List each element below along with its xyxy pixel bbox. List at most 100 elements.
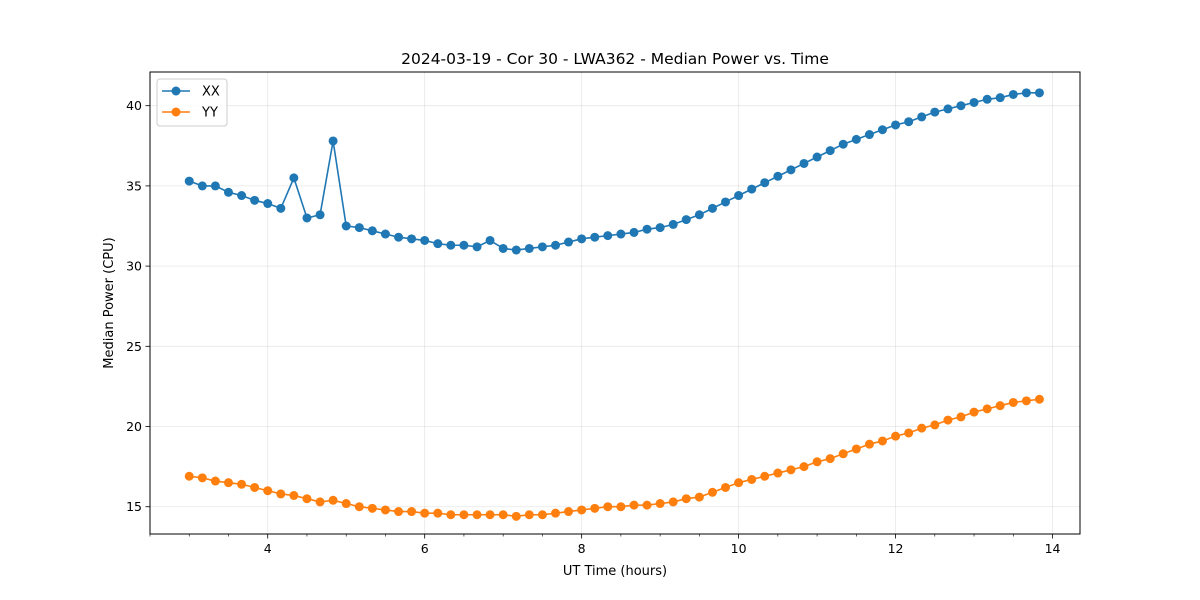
data-point-xx bbox=[197, 181, 207, 191]
data-point-yy bbox=[642, 500, 652, 510]
data-point-yy bbox=[982, 404, 992, 414]
data-point-xx bbox=[472, 242, 482, 252]
data-point-xx bbox=[694, 210, 704, 220]
x-axis-ticks: 4 6 8 10 12 14 bbox=[149, 534, 1061, 556]
data-point-xx bbox=[734, 191, 744, 201]
data-point-xx bbox=[590, 232, 600, 242]
data-point-yy bbox=[485, 510, 495, 520]
data-point-xx bbox=[616, 229, 626, 239]
data-point-xx bbox=[982, 94, 992, 104]
legend: XX YY bbox=[156, 78, 228, 127]
data-point-xx bbox=[485, 235, 495, 245]
data-point-yy bbox=[655, 499, 665, 509]
data-point-xx bbox=[250, 195, 260, 205]
data-point-yy bbox=[315, 497, 325, 507]
data-point-xx bbox=[668, 219, 678, 229]
y-axis-ticks: 15 20 25 30 35 40 bbox=[126, 98, 150, 514]
data-point-yy bbox=[511, 511, 521, 521]
data-point-xx bbox=[747, 184, 757, 194]
data-point-yy bbox=[904, 428, 914, 438]
data-point-xx bbox=[564, 237, 574, 247]
data-point-yy bbox=[263, 486, 273, 496]
y-tick-label: 20 bbox=[126, 419, 142, 434]
data-point-xx bbox=[838, 139, 848, 149]
data-point-yy bbox=[537, 510, 547, 520]
legend-label-xx: XX bbox=[202, 85, 220, 100]
data-point-yy bbox=[367, 503, 377, 513]
data-point-yy bbox=[943, 415, 953, 425]
data-point-xx bbox=[681, 215, 691, 225]
series-layer bbox=[184, 88, 1044, 521]
data-point-yy bbox=[184, 471, 194, 481]
data-point-yy bbox=[799, 462, 809, 472]
data-point-xx bbox=[655, 223, 665, 233]
x-axis-label: UT Time (hours) bbox=[563, 564, 667, 579]
x-tick-label: 12 bbox=[888, 541, 904, 556]
data-point-yy bbox=[681, 494, 691, 504]
data-point-xx bbox=[433, 239, 443, 249]
data-point-yy bbox=[472, 510, 482, 520]
data-point-xx bbox=[223, 187, 233, 197]
data-point-xx bbox=[825, 146, 835, 156]
x-tick-label: 14 bbox=[1045, 541, 1061, 556]
data-point-xx bbox=[289, 173, 299, 183]
data-point-xx bbox=[642, 224, 652, 234]
data-point-xx bbox=[315, 210, 325, 220]
data-point-xx bbox=[394, 232, 404, 242]
data-point-xx bbox=[603, 231, 613, 241]
data-point-xx bbox=[760, 178, 770, 188]
data-point-yy bbox=[524, 510, 534, 520]
data-point-xx bbox=[877, 125, 887, 135]
data-point-xx bbox=[380, 229, 390, 239]
chart-title: 2024-03-19 - Cor 30 - LWA362 - Median Po… bbox=[401, 50, 829, 68]
data-point-yy bbox=[838, 449, 848, 459]
data-point-xx bbox=[969, 97, 979, 107]
data-point-xx bbox=[1021, 88, 1031, 98]
data-point-yy bbox=[210, 476, 220, 486]
data-point-yy bbox=[734, 478, 744, 488]
data-point-yy bbox=[446, 510, 456, 520]
data-point-yy bbox=[864, 439, 874, 449]
data-point-xx bbox=[1008, 89, 1018, 99]
data-point-xx bbox=[904, 117, 914, 127]
x-tick-label: 4 bbox=[264, 541, 272, 556]
data-point-xx bbox=[943, 104, 953, 114]
y-tick-label: 35 bbox=[126, 178, 142, 193]
data-point-xx bbox=[511, 245, 521, 255]
legend-label-yy: YY bbox=[201, 106, 218, 121]
data-point-yy bbox=[276, 489, 286, 499]
data-point-xx bbox=[537, 242, 547, 252]
data-point-yy bbox=[551, 508, 561, 518]
data-point-yy bbox=[773, 468, 783, 478]
data-point-yy bbox=[302, 494, 312, 504]
data-point-yy bbox=[289, 491, 299, 500]
data-point-yy bbox=[917, 423, 927, 433]
data-point-yy bbox=[250, 482, 260, 492]
x-tick-label: 6 bbox=[421, 541, 429, 556]
data-point-yy bbox=[1034, 394, 1044, 404]
data-point-yy bbox=[877, 436, 887, 446]
grid bbox=[150, 72, 1080, 534]
data-point-yy bbox=[956, 412, 966, 422]
data-point-yy bbox=[223, 478, 233, 488]
data-point-yy bbox=[577, 505, 587, 515]
data-point-yy bbox=[498, 510, 508, 520]
data-point-yy bbox=[995, 401, 1005, 411]
data-point-yy bbox=[407, 507, 417, 517]
y-tick-label: 30 bbox=[126, 259, 142, 274]
data-point-yy bbox=[629, 500, 639, 510]
data-point-xx bbox=[773, 171, 783, 181]
data-point-yy bbox=[603, 502, 613, 512]
data-point-xx bbox=[210, 181, 220, 191]
data-point-yy bbox=[721, 482, 730, 492]
data-point-xx bbox=[407, 234, 417, 244]
x-tick-label: 8 bbox=[578, 541, 586, 556]
data-point-yy bbox=[354, 502, 364, 512]
data-point-yy bbox=[328, 495, 338, 505]
data-point-xx bbox=[721, 197, 730, 207]
data-point-yy bbox=[747, 474, 757, 484]
data-point-xx bbox=[707, 203, 717, 213]
data-point-xx bbox=[551, 240, 561, 250]
y-tick-label: 40 bbox=[126, 98, 142, 113]
